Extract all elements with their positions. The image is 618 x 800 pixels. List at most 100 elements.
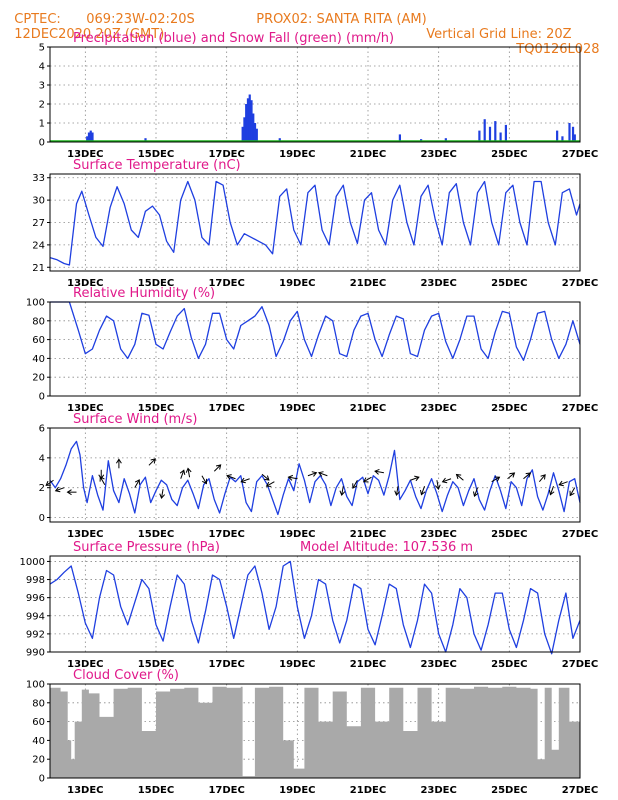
wind-arrow [226,475,236,480]
wind-arrow [538,474,546,483]
wind-arrow-head [374,468,380,475]
x-tick-label: 13DEC [67,278,103,289]
wind-arrow [161,489,164,499]
wind-arrow [352,479,358,489]
precip-bar [571,126,575,142]
x-tick-label: 21DEC [350,403,386,414]
precip-bar [561,136,564,142]
y-tick-label: 0 [39,774,45,785]
y-tick-label: 21 [32,263,45,274]
x-tick-label: 17DEC [208,278,244,289]
x-tick-label: 23DEC [420,659,456,670]
x-tick-label: 17DEC [208,785,244,796]
panel-title: Cloud Cover (%) [73,668,179,683]
y-tick-label: 0 [39,513,45,524]
precip-bar [444,138,447,142]
x-tick-label: 21DEC [350,529,386,540]
y-tick-label: 3 [39,81,45,92]
wind-arrow-head [240,477,246,484]
precip-bar [573,134,576,142]
x-tick-label: 19DEC [279,403,315,414]
y-tick-label: 996 [26,593,45,604]
x-tick-label: 17DEC [208,403,244,414]
wind-arrow-head [265,481,272,487]
y-tick-label: 30 [32,196,45,207]
x-tick-label: 27DEC [562,149,598,160]
wind-arrow-head [264,475,270,481]
x-tick-label: 23DEC [420,785,456,796]
wind-arrow [473,487,479,497]
panel-title: Surface Temperature (nC) [73,158,241,173]
wind-arrow [491,476,500,483]
datetime-label: 12DEC2020 20Z (GMT) [14,27,165,42]
wind-arrow [363,476,372,483]
wind-arrow [410,476,420,481]
x-tick-label: 23DEC [420,529,456,540]
x-tick-label: 15DEC [138,529,174,540]
source-label: CPTEC: [14,12,61,27]
x-tick-label: 19DEC [279,785,315,796]
wind-arrow [442,478,452,483]
precip-bar [483,119,486,142]
panel-title: Relative Humidity (%) [73,286,215,301]
wind-arrow [569,487,576,496]
wind-arrow [180,470,185,479]
precip-bar [246,98,250,142]
run-code-label: TQ0126L028 [516,42,600,57]
x-tick-label: 19DEC [279,149,315,160]
y-tick-label: 24 [32,240,45,251]
precip-bar [252,113,255,142]
cloud-cover-area [50,686,580,778]
precip-bar [245,104,248,142]
wind-arrow [420,486,426,495]
precip-bar [504,124,507,142]
wind-arrow-head [362,477,369,483]
precip-bar [499,132,502,142]
wind-arrow [55,487,65,492]
y-tick-label: 4 [39,453,45,464]
wind-arrow [341,486,344,496]
wind-arrow [456,474,464,481]
precip-bar [488,126,492,142]
wind-arrow [549,486,554,495]
x-tick-label: 15DEC [138,149,174,160]
wind-arrow [201,475,207,484]
x-tick-label: 13DEC [67,149,103,160]
wind-arrow-head [134,479,140,485]
y-tick-label: 992 [26,629,45,640]
x-tick-label: 19DEC [279,278,315,289]
wind-arrow [241,478,250,483]
wind-arrow-head [494,476,501,482]
panel-title: Precipitation (blue) and Snow Fall (gree… [73,31,394,46]
wind-arrow-head [339,490,346,496]
x-tick-label: 25DEC [491,278,527,289]
x-tick-label: 27DEC [562,785,598,796]
precip-bar [144,138,147,142]
x-tick-label: 15DEC [138,403,174,414]
precip-bar [243,117,246,142]
x-tick-label: 13DEC [67,529,103,540]
precip-bar [91,132,94,142]
y-tick-label: 20 [32,755,45,766]
wind-arrow-head [202,478,208,485]
wind-arrow-head [472,491,479,498]
x-tick-label: 21DEC [350,149,386,160]
y-tick-label: 0 [39,138,45,149]
wind-arrow-head [159,493,166,499]
wind-arrow [436,480,439,490]
y-tick-label: 6 [39,424,45,435]
wind-arrow [99,476,106,485]
y-tick-label: 20 [32,373,45,384]
y-tick-label: 80 [32,316,45,327]
x-tick-label: 23DEC [420,403,456,414]
wind-arrow-head [287,474,294,481]
wind-arrow [559,481,568,486]
wind-arrow [134,479,140,488]
x-tick-label: 25DEC [491,403,527,414]
station-label: PROX02: SANTA RITA (AM) [256,12,427,27]
precip-bar [398,134,401,142]
y-tick-label: 994 [26,611,45,622]
panel-frame [49,301,581,397]
precip-bar [478,130,481,142]
